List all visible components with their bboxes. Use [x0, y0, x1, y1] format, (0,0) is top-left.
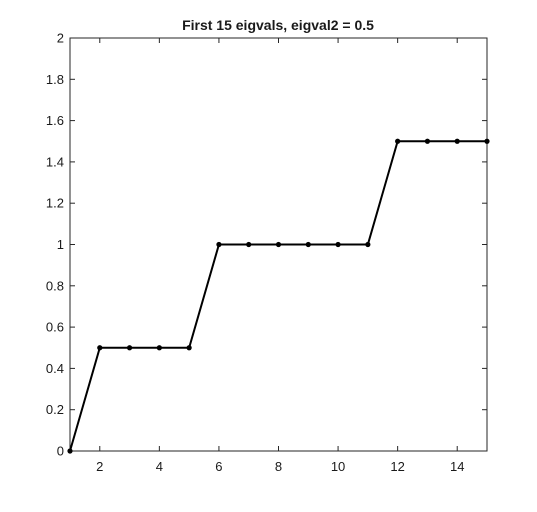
y-tick-label: 1.6 — [46, 113, 64, 128]
x-axis: 2 4 6 8 10 12 14 — [96, 38, 464, 474]
plot-area — [67, 138, 490, 454]
data-point — [126, 345, 133, 351]
chart-title: First 15 eigvals, eigval2 = 0.5 — [182, 17, 374, 33]
y-tick-label: 2 — [57, 31, 64, 46]
data-point — [365, 241, 371, 248]
y-tick-label: 1.8 — [46, 72, 64, 87]
x-tick-label: 12 — [390, 459, 404, 474]
data-point — [395, 138, 401, 144]
data-point — [246, 241, 252, 248]
data-point — [97, 345, 103, 351]
x-tick-label: 8 — [275, 459, 282, 474]
data-point — [484, 138, 490, 144]
x-tick-label: 14 — [450, 459, 464, 474]
data-point — [424, 138, 431, 144]
data-point — [275, 241, 282, 248]
y-axis: 0 0.2 0.4 0.6 0.8 1 1.2 1.4 1.6 1.8 2 — [46, 31, 487, 459]
y-tick-label: 1.2 — [46, 196, 64, 211]
x-tick-label: 6 — [215, 459, 222, 474]
data-point — [335, 241, 341, 248]
data-point — [156, 345, 162, 351]
x-tick-label: 2 — [96, 459, 103, 474]
x-tick-label: 10 — [331, 459, 345, 474]
data-point — [454, 138, 460, 144]
x-tick-label: 4 — [156, 459, 163, 474]
y-tick-label: 0.8 — [46, 278, 64, 293]
y-tick-label: 1 — [57, 237, 64, 252]
data-point — [216, 241, 222, 248]
y-tick-label: 1.4 — [46, 154, 64, 169]
y-tick-label: 0.2 — [46, 402, 64, 417]
y-tick-label: 0.4 — [46, 361, 64, 376]
y-tick-label: 0 — [57, 444, 64, 459]
data-point — [186, 345, 192, 351]
data-point — [305, 241, 311, 248]
data-point — [67, 448, 73, 454]
y-tick-label: 0.6 — [46, 320, 64, 335]
